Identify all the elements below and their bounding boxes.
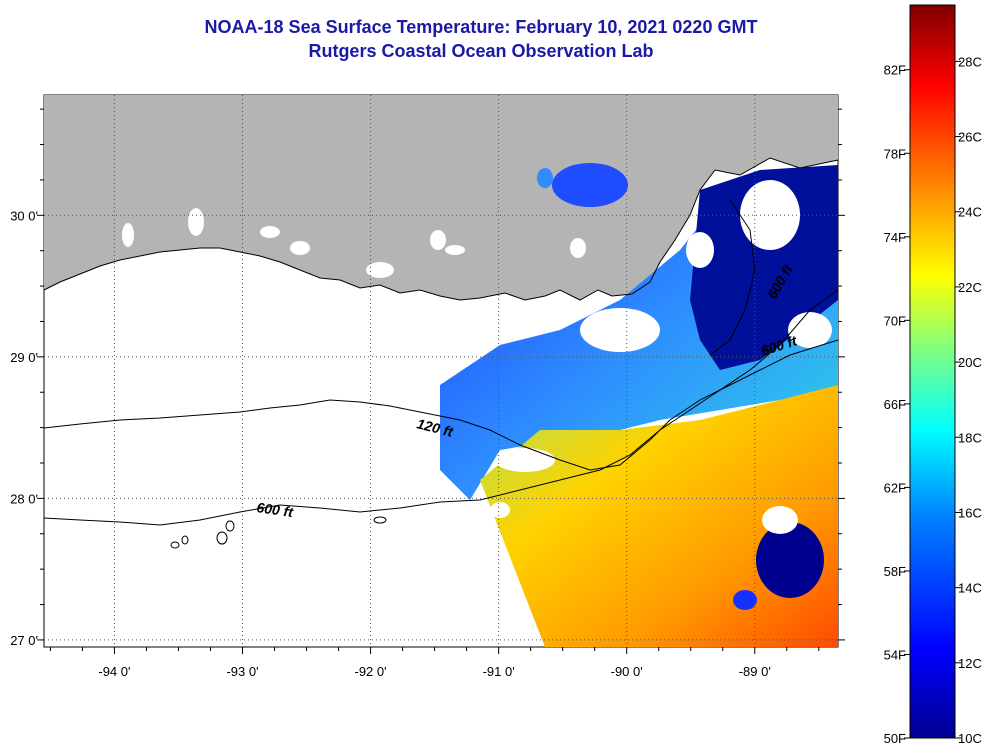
blue-patch-small: [537, 168, 553, 188]
map-subtitle: Rutgers Coastal Ocean Observation Lab: [308, 41, 654, 61]
colorbar-f-label: 82F: [884, 63, 906, 78]
colorbar-c-label: 26C: [958, 130, 982, 145]
colorbar-c-label: 20C: [958, 355, 982, 370]
warm-water-region: [480, 385, 838, 647]
lat-tick-label: 29 0': [10, 350, 38, 365]
isobath-600ft: [44, 289, 838, 526]
colorbar-c-label: 22C: [958, 280, 982, 295]
contour-islands: [170, 516, 387, 549]
colorbar-f-label: 58F: [884, 564, 906, 579]
map-title: NOAA-18 Sea Surface Temperature: Februar…: [204, 17, 758, 37]
cold-patch: [733, 590, 757, 610]
isobath-120ft: [44, 339, 838, 471]
lon-tick-label: -93 0': [226, 664, 258, 679]
colorbar-labels: 82F 78F 74F 70F 66F 62F 58F 54F 50F 28C 26C 24C 22C 2…: [884, 54, 982, 746]
lon-tick-label: -91 0': [483, 664, 515, 679]
colorbar-c-label: 10C: [958, 731, 982, 746]
lakes: [122, 208, 586, 278]
colorbar: [909, 4, 956, 739]
map-axes: -94 0' -93 0' -92 0' -91 0' -90 0' -89 0' 27 0…: [10, 108, 845, 679]
lat-tick-label: 30 0': [10, 208, 38, 223]
lon-tick-label: -90 0': [611, 664, 643, 679]
lat-tick-label: 28 0': [10, 491, 38, 506]
colorbar-f-label: 74F: [884, 230, 906, 245]
colorbar-f-label: 66F: [884, 397, 906, 412]
colorbar-f-label: 70F: [884, 313, 906, 328]
cold-eddy: [756, 522, 824, 598]
colorbar-c-label: 12C: [958, 656, 982, 671]
lat-tick-label: 27 0': [10, 633, 38, 648]
lon-tick-label: -92 0': [355, 664, 387, 679]
blue-patch-inland: [552, 163, 628, 207]
colorbar-c-label: 14C: [958, 581, 982, 596]
colorbar-c-label: 28C: [958, 54, 982, 69]
colorbar-f-label: 54F: [884, 647, 906, 662]
lon-tick-label: -89 0': [739, 664, 771, 679]
colorbar-c-label: 24C: [958, 205, 982, 220]
coastline: [43, 157, 839, 301]
graticule: [44, 95, 838, 647]
colorbar-c-label: 16C: [958, 505, 982, 520]
colorbar-c-label: 18C: [958, 430, 982, 445]
contour-label-600ft-west: 600 ft: [256, 499, 296, 520]
colorbar-f-label: 62F: [884, 480, 906, 495]
colorbar-f-label: 50F: [884, 731, 906, 746]
lon-tick-label: -94 0': [98, 664, 130, 679]
shelf-contour-east: [709, 199, 756, 356]
colorbar-f-label: 78F: [884, 146, 906, 161]
land-area: [44, 95, 838, 300]
cloud-patches: [490, 180, 832, 534]
